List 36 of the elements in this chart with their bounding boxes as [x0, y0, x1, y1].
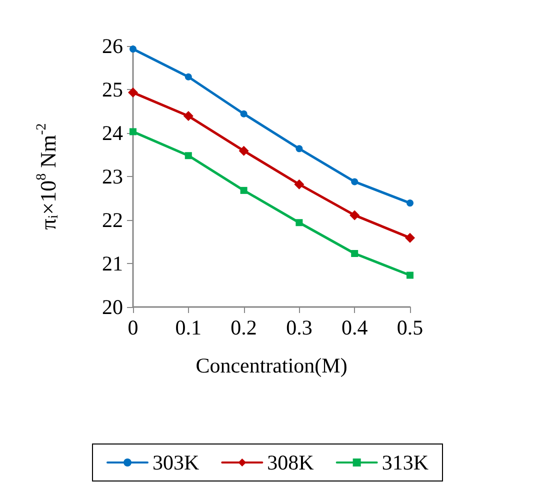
x-axis-title: Concentration(M) [196, 354, 348, 378]
point [184, 73, 192, 80]
point [128, 88, 138, 98]
legend-label: 303K [152, 450, 200, 474]
point [405, 232, 415, 243]
y-tick-label: 24 [102, 121, 124, 145]
x-tick-label: 0.5 [396, 316, 424, 340]
x-tick-label: 0.2 [230, 316, 257, 340]
y-tick-label: 25 [102, 78, 123, 102]
point [351, 178, 358, 186]
point [238, 146, 249, 156]
point [296, 145, 303, 152]
point [296, 219, 303, 226]
y-tick-label: 23 [102, 164, 123, 188]
point [294, 179, 304, 190]
legend-label: 313K [382, 450, 429, 474]
x-tick-label: 0.3 [286, 316, 312, 340]
x-tick-label: 0.4 [341, 316, 368, 340]
x-tick-label: 0 [128, 316, 138, 340]
legend-label: 308K [267, 450, 314, 474]
point [184, 152, 192, 160]
point [240, 110, 248, 118]
point [406, 272, 414, 279]
point [240, 186, 248, 194]
point [351, 250, 358, 257]
y-tick-label: 21 [102, 252, 123, 276]
point [406, 200, 414, 207]
point [183, 111, 194, 122]
x-tick-label: 0.1 [175, 316, 202, 340]
point [130, 46, 136, 53]
y-tick-label: 22 [102, 208, 123, 232]
y-axis-title: πi×108 Nm-2 [34, 123, 62, 230]
y-tick-label: 20 [102, 295, 123, 319]
y-tick-label: 26 [102, 34, 123, 58]
point [350, 210, 360, 220]
point [130, 128, 136, 136]
